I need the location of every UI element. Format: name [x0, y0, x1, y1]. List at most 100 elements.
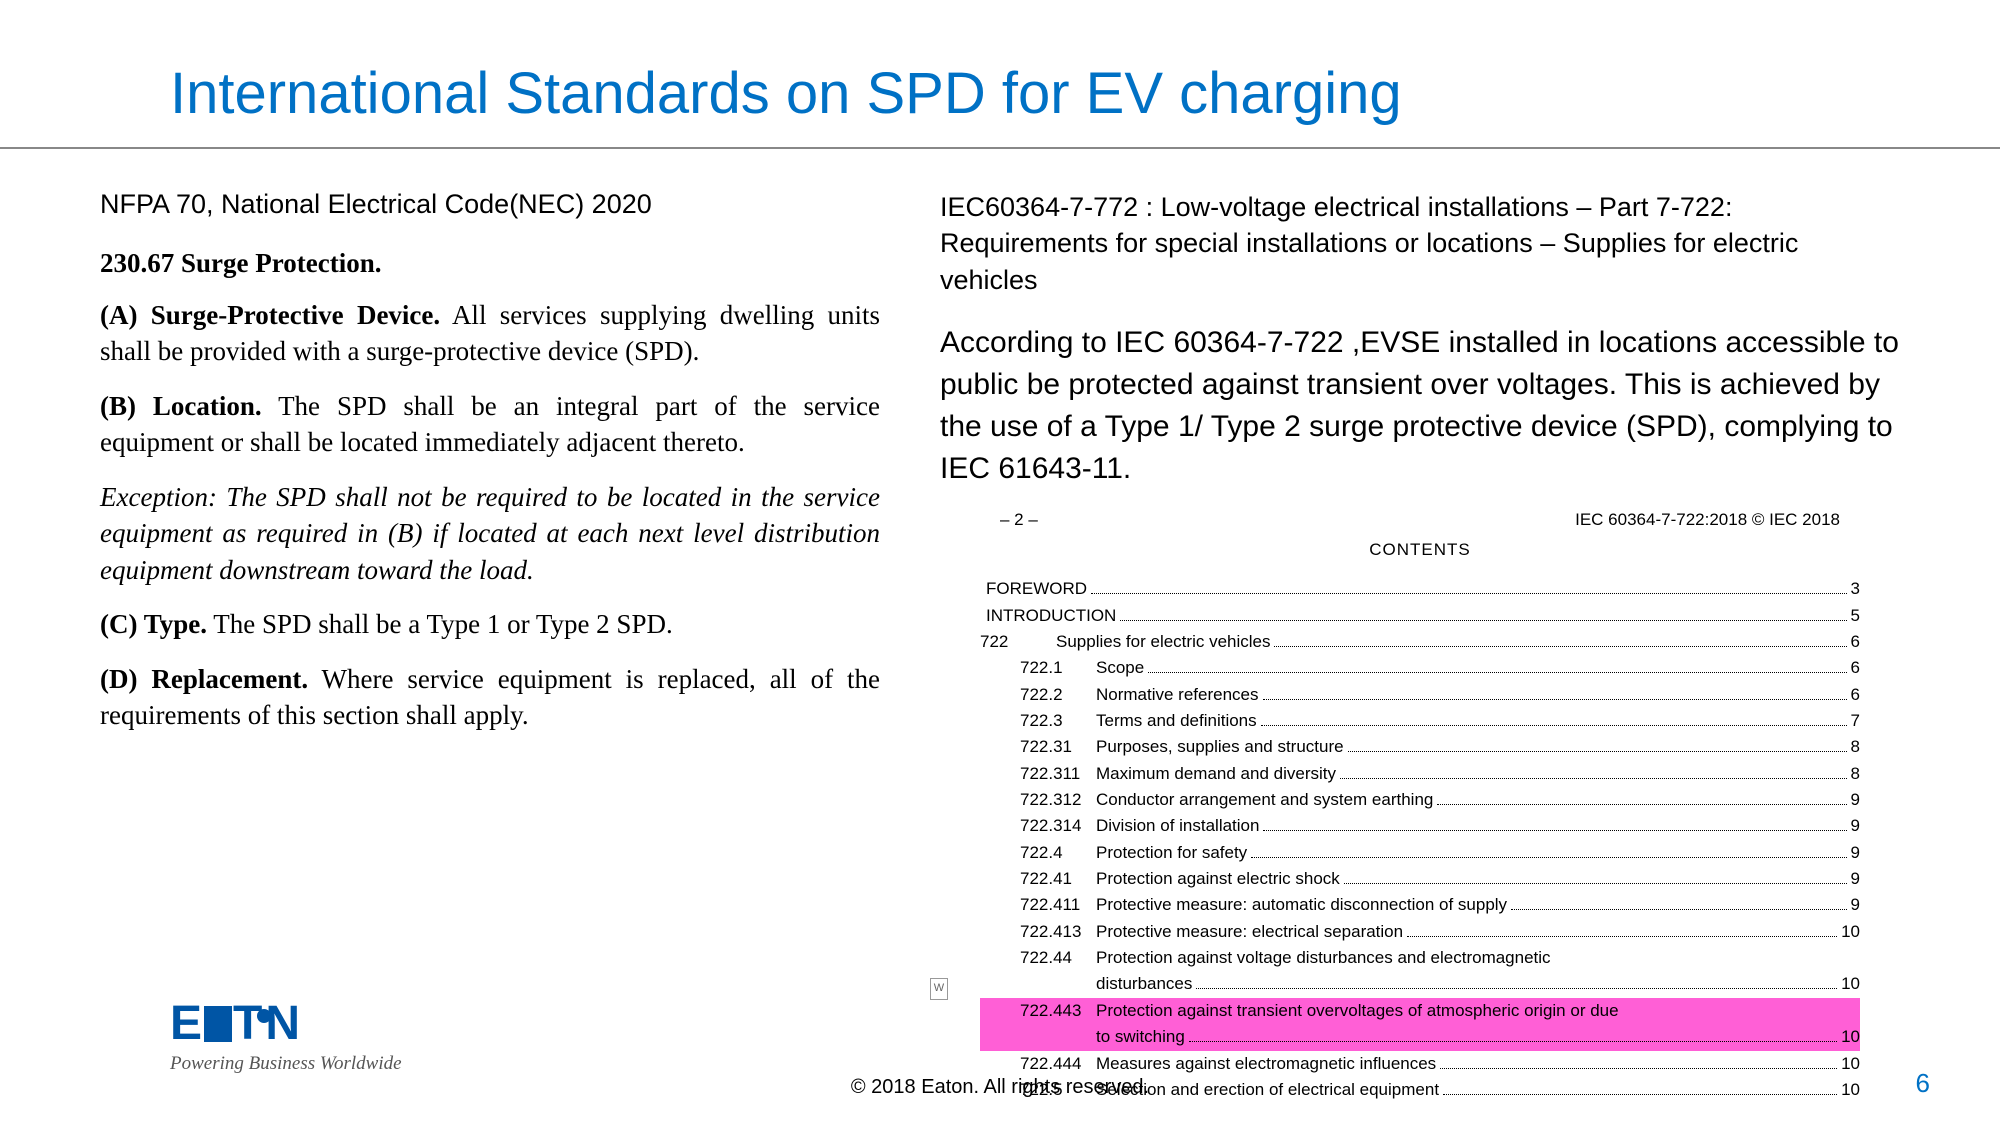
logo-area: ETN Powering Business Worldwide	[170, 996, 402, 1075]
toc-num: 722.3	[1020, 708, 1090, 734]
toc-dots	[1511, 909, 1846, 910]
toc-dots	[1091, 593, 1846, 594]
toc-num: 722	[980, 629, 1050, 655]
toc-dots	[1443, 1094, 1837, 1095]
toc-text: Protection against voltage disturbances …	[1090, 945, 1551, 971]
toc-num: 722.2	[1020, 682, 1090, 708]
toc-num: 722.4	[1020, 840, 1090, 866]
word-icon: W	[930, 978, 948, 1000]
toc-num: 722.41	[1020, 866, 1090, 892]
code-item-b-lead: (B) Location.	[100, 391, 262, 421]
toc-page: 10	[1841, 1077, 1860, 1103]
toc-page: 8	[1851, 761, 1860, 787]
toc-text: Terms and definitions	[1090, 708, 1257, 734]
code-item-a-lead: (A) Surge-Protective Device.	[100, 300, 440, 330]
right-column: IEC60364-7-772 : Low-voltage electrical …	[940, 189, 1900, 1103]
logo-letter: N	[265, 997, 301, 1050]
toc-row: 722.413Protective measure: electrical se…	[980, 919, 1860, 945]
content-area: NFPA 70, National Electrical Code(NEC) 2…	[0, 149, 2000, 1103]
toc-page: 9	[1851, 813, 1860, 839]
toc-page: 9	[1851, 866, 1860, 892]
toc-row: 722.314Division of installation9	[980, 813, 1860, 839]
toc-text: Protection against transient overvoltage…	[1090, 998, 1619, 1024]
toc-dots	[1440, 1068, 1837, 1069]
toc-row: 722.31Purposes, supplies and structure8	[980, 734, 1860, 760]
code-section-number: 230.67 Surge Protection.	[100, 248, 880, 279]
toc-standard-ref: IEC 60364-7-722:2018 © IEC 2018	[1575, 510, 1840, 530]
toc-row: disturbances10	[980, 971, 1860, 997]
toc-dots	[1263, 699, 1847, 700]
code-item-d-lead: (D) Replacement.	[100, 664, 308, 694]
toc-row: 722.411Protective measure: automatic dis…	[980, 892, 1860, 918]
toc-page: 8	[1851, 734, 1860, 760]
toc-text: Supplies for electric vehicles	[1050, 629, 1270, 655]
toc-dots	[1251, 857, 1846, 858]
toc-dots	[1261, 725, 1847, 726]
toc-page: 10	[1841, 1051, 1860, 1077]
toc-dots	[1189, 1041, 1837, 1042]
toc-dots	[1340, 778, 1847, 779]
toc-text: Protective measure: electrical separatio…	[1090, 919, 1403, 945]
toc-text: INTRODUCTION	[980, 603, 1116, 629]
footer-copyright: © 2018 Eaton. All rights reserved.	[851, 1076, 1149, 1099]
toc-text: Division of installation	[1090, 813, 1259, 839]
toc-row: 722.1Scope 6	[980, 655, 1860, 681]
toc-num: 722.312	[1020, 787, 1090, 813]
toc-num: 722.411	[1020, 892, 1090, 918]
logo-letter: T	[233, 997, 263, 1050]
code-item-c-lead: (C) Type.	[100, 609, 207, 639]
toc-dots	[1120, 620, 1846, 621]
toc-row: 722.2Normative references6	[980, 682, 1860, 708]
nfpa-heading: NFPA 70, National Electrical Code(NEC) 2…	[100, 189, 880, 220]
toc-row: 722.3Terms and definitions 7	[980, 708, 1860, 734]
eaton-logo: ETN	[170, 996, 301, 1051]
toc-page: 3	[1851, 576, 1860, 602]
toc-text: Purposes, supplies and structure	[1090, 734, 1344, 760]
toc-text: Conductor arrangement and system earthin…	[1090, 787, 1433, 813]
toc-num: 722.1	[1020, 655, 1090, 681]
toc-text: Maximum demand and diversity	[1090, 761, 1336, 787]
toc-row: INTRODUCTION 5	[980, 603, 1860, 629]
toc-row: 722Supplies for electric vehicles6	[980, 629, 1860, 655]
logo-letter: E	[170, 997, 203, 1050]
toc-num: 722.413	[1020, 919, 1090, 945]
toc-dots	[1148, 672, 1846, 673]
toc-row: 722.444Measures against electromagnetic …	[980, 1051, 1860, 1077]
logo-tagline: Powering Business Worldwide	[170, 1053, 402, 1075]
toc-dots	[1196, 988, 1837, 989]
code-item-c: (C) Type. The SPD shall be a Type 1 or T…	[100, 606, 880, 642]
toc-dots	[1407, 936, 1837, 937]
toc-row: 722.44Protection against voltage disturb…	[980, 945, 1860, 971]
toc-page: 10	[1841, 971, 1860, 997]
toc-text: Scope	[1090, 655, 1144, 681]
toc-dots	[1344, 883, 1847, 884]
toc-text: Measures against electromagnetic influen…	[1090, 1051, 1436, 1077]
toc-page: 6	[1851, 655, 1860, 681]
code-item-a: (A) Surge-Protective Device. All service…	[100, 297, 880, 370]
toc-page: 9	[1851, 840, 1860, 866]
code-item-b: (B) Location. The SPD shall be an integr…	[100, 388, 880, 461]
toc-page: 9	[1851, 892, 1860, 918]
toc-row: 722.443Protection against transient over…	[980, 998, 1860, 1024]
toc-page: 5	[1851, 603, 1860, 629]
toc-row: to switching10	[980, 1024, 1860, 1050]
toc-contents-label: CONTENTS	[980, 540, 1860, 560]
toc-block: – 2 – IEC 60364-7-722:2018 © IEC 2018 CO…	[940, 510, 1900, 1103]
code-item-c-text: The SPD shall be a Type 1 or Type 2 SPD.	[207, 609, 673, 639]
toc-row: 722.41Protection against electric shock 9	[980, 866, 1860, 892]
toc-num: 722.311	[1020, 761, 1090, 787]
logo-block	[204, 1006, 232, 1042]
toc-row: 722.311Maximum demand and diversity 8	[980, 761, 1860, 787]
toc-text: Normative references	[1090, 682, 1259, 708]
toc-page: 7	[1851, 708, 1860, 734]
toc-row: FOREWORD3	[980, 576, 1860, 602]
toc-text: Protective measure: automatic disconnect…	[1090, 892, 1507, 918]
toc-text: Protection against electric shock	[1090, 866, 1340, 892]
toc-num: 722.444	[1020, 1051, 1090, 1077]
toc-header: – 2 – IEC 60364-7-722:2018 © IEC 2018	[980, 510, 1860, 530]
toc-dots	[1274, 646, 1846, 647]
iec-body: According to IEC 60364-7-722 ,EVSE insta…	[940, 322, 1900, 490]
code-exception: Exception: The SPD shall not be required…	[100, 479, 880, 588]
code-item-d: (D) Replacement. Where service equipment…	[100, 661, 880, 734]
left-column: NFPA 70, National Electrical Code(NEC) 2…	[100, 189, 880, 1103]
